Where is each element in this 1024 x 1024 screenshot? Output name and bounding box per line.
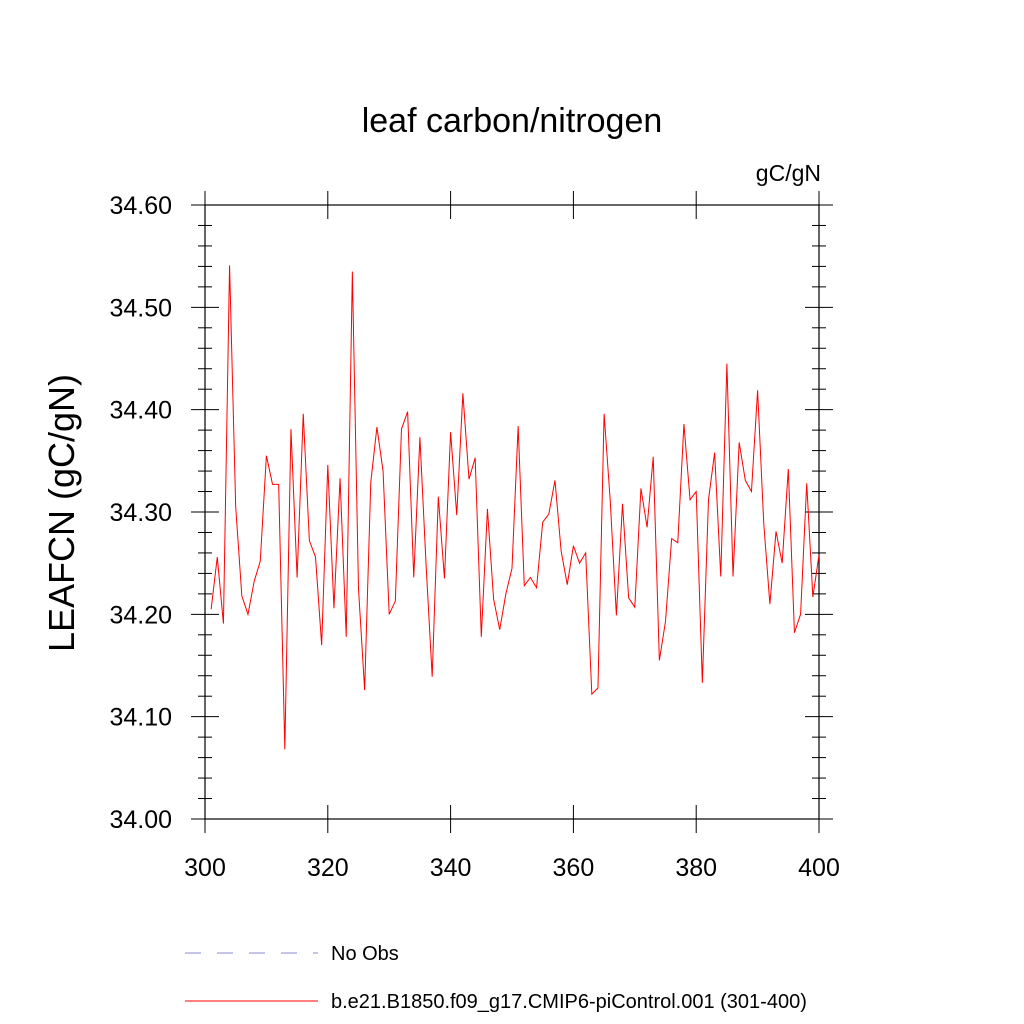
legend-obs-label: No Obs <box>331 943 399 965</box>
x-tick-label: 380 <box>675 854 717 882</box>
y-tick-label: 34.30 <box>109 499 172 527</box>
legend-model-label: b.e21.B1850.f09_g17.CMIP6-piControl.001 … <box>331 991 807 1013</box>
x-tick-label: 400 <box>798 854 840 882</box>
y-tick-label: 34.50 <box>109 294 172 322</box>
y-tick-labels: 34.00 34.10 34.20 34.30 34.40 34.50 34.60 <box>109 192 172 834</box>
units-label: gC/gN <box>756 160 821 186</box>
y-axis-label: LEAFCN (gC/gN) <box>41 374 82 652</box>
x-tick-label: 300 <box>184 854 226 882</box>
x-tick-label: 320 <box>307 854 349 882</box>
series-line <box>210 265 820 750</box>
legend: No Obs b.e21.B1850.f09_g17.CMIP6-piContr… <box>185 943 807 1013</box>
axis-ticks <box>191 191 833 833</box>
y-tick-label: 34.10 <box>109 704 172 732</box>
x-tick-label: 360 <box>553 854 595 882</box>
x-tick-label: 340 <box>430 854 472 882</box>
chart-title: leaf carbon/nitrogen <box>362 102 663 140</box>
y-tick-label: 34.60 <box>109 192 172 220</box>
plot-frame <box>204 204 820 820</box>
y-tick-label: 34.20 <box>109 601 172 629</box>
y-tick-label: 34.00 <box>109 806 172 834</box>
x-tick-labels: 300 320 340 360 380 400 <box>184 854 840 882</box>
y-tick-label: 34.40 <box>109 397 172 425</box>
